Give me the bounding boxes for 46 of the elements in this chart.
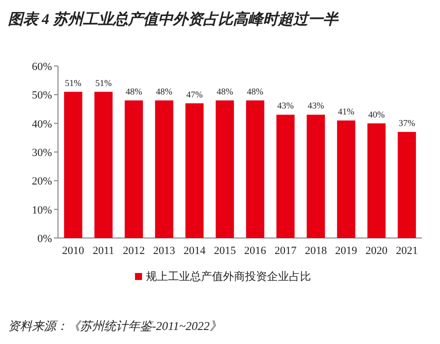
bar [124,100,143,238]
y-tick-label: 40% [32,118,52,130]
y-tick-label: 20% [32,176,52,188]
data-label: 48% [246,86,264,96]
x-tick-label: 2016 [244,245,267,257]
bar [398,132,416,238]
data-label: 47% [186,89,204,100]
y-tick-label: 60% [32,61,52,73]
bar [246,100,264,238]
x-tick-label: 2011 [92,245,114,257]
data-label: 51% [64,78,82,88]
data-label: 51% [95,78,112,88]
data-label: 43% [277,100,294,111]
data-label: 48% [216,86,234,96]
data-label: 43% [308,100,325,111]
y-tick-label: 50% [32,90,52,102]
x-tick-label: 2014 [184,245,206,257]
data-label: 37% [398,118,416,128]
bar [94,92,113,238]
data-label: 40% [368,109,386,120]
data-label: 48% [156,86,173,96]
x-tick-label: 2010 [62,245,85,257]
bar [306,114,325,238]
x-tick-label: 2020 [366,245,388,257]
data-label: 41% [338,106,355,116]
bar [367,123,386,238]
x-tick-label: 2017 [274,245,297,257]
bar [337,120,356,238]
y-tick-label: 30% [32,147,52,159]
bar [216,100,234,238]
bar [276,114,295,238]
text: 资料来源：《苏州统计年鉴-2011~2022》 [8,319,222,333]
bar [155,100,174,238]
bar [185,103,204,238]
x-tick-label: 2019 [335,245,358,257]
x-tick-label: 2013 [153,245,176,257]
y-tick-label: 0% [37,233,52,245]
x-tick-label: 2021 [396,245,418,257]
x-tick-label: 2015 [214,245,236,257]
x-tick-label: 2018 [304,245,328,257]
x-tick-label: 2012 [122,245,145,257]
bar [64,92,82,238]
legend-label: 规上工业总产值外商投资企业占比 [146,270,311,283]
y-tick-label: 10% [32,204,52,216]
data-label: 48% [126,86,143,96]
chart-title: 图表 4 苏州工业总产值中外资占比高峰时超过一半 [8,10,339,28]
